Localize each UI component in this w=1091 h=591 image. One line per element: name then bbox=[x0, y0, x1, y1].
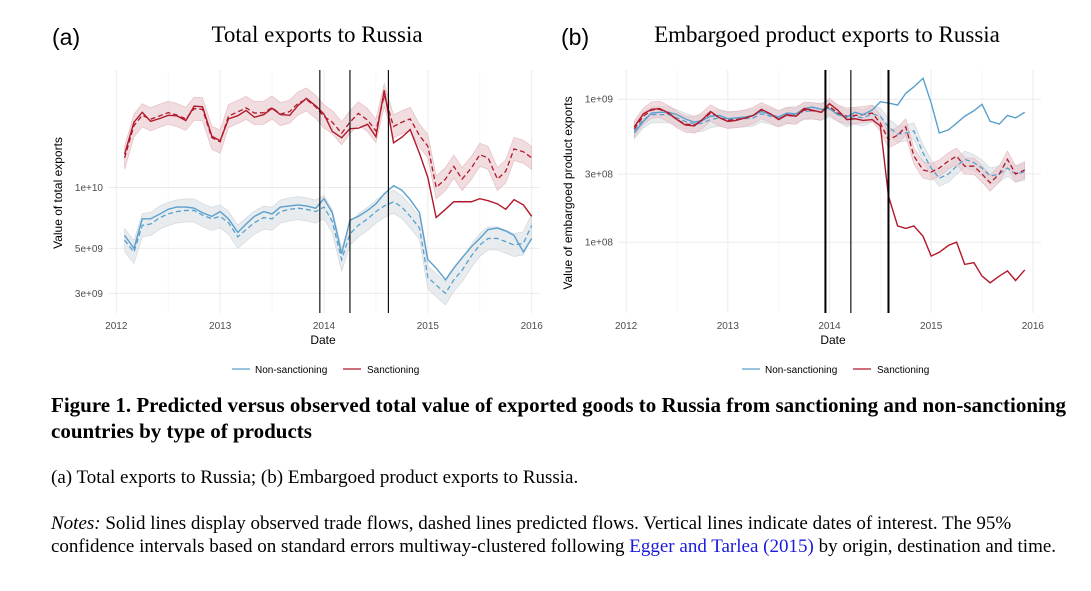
x-tick-label: 2015 bbox=[920, 321, 943, 332]
citation-link[interactable]: Egger and Tarlea (2015) bbox=[629, 536, 814, 557]
observed-line-sanctioning bbox=[633, 102, 1026, 284]
x-tick-label: 2016 bbox=[1022, 321, 1045, 332]
x-tick-label: 2014 bbox=[818, 321, 841, 332]
legend-sanctioning-label: Sanctioning bbox=[877, 365, 929, 376]
y-tick-label: 1e+08 bbox=[585, 238, 614, 249]
legend-sanctioning-label: Sanctioning bbox=[367, 365, 419, 376]
x-tick-label: 2012 bbox=[615, 321, 638, 332]
panel-b-ylabel: Value of embargoed product exports bbox=[561, 96, 575, 289]
panel-b-legend: Non-sanctioning Sanctioning bbox=[742, 365, 929, 376]
notes-label: Notes: bbox=[51, 513, 101, 534]
panel-a-title: Total exports to Russia bbox=[211, 22, 422, 47]
panel-a: (a) Total exports to Russia 2012 2013 2014… bbox=[51, 22, 543, 376]
figure-subcaption: (a) Total exports to Russia; (b) Embargo… bbox=[51, 467, 579, 488]
x-tick-label: 2012 bbox=[105, 321, 128, 332]
panel-b: (b) Embargoed product exports to Russia … bbox=[561, 22, 1044, 376]
legend-non-sanctioning-label: Non-sanctioning bbox=[255, 365, 327, 376]
y-tick-label: 3e+09 bbox=[75, 289, 104, 300]
predicted-line-sanctioning bbox=[633, 105, 1025, 184]
notes-text-end: by origin, destination and time. bbox=[813, 536, 1057, 557]
predicted-line-sanctioning bbox=[123, 92, 533, 189]
legend-non-sanctioning-label: Non-sanctioning bbox=[765, 365, 837, 376]
predicted-line-non-sanctioning bbox=[124, 201, 533, 295]
x-tick-label: 2013 bbox=[717, 321, 740, 332]
panel-b-title: Embargoed product exports to Russia bbox=[654, 22, 1000, 47]
panel-a-xlabel: Date bbox=[310, 333, 336, 347]
x-tick-label: 2015 bbox=[417, 321, 440, 332]
panel-a-letter: (a) bbox=[52, 24, 80, 50]
figure-title: Figure 1. Predicted versus observed tota… bbox=[51, 393, 1067, 443]
x-tick-label: 2014 bbox=[313, 321, 336, 332]
observed-line-sanctioning bbox=[123, 90, 533, 219]
confidence-band-sanctioning bbox=[124, 82, 532, 200]
notes-text: Solid lines display observed trade flows… bbox=[51, 513, 1012, 557]
panel-b-xlabel: Date bbox=[820, 333, 846, 347]
y-tick-label: 1e+09 bbox=[585, 95, 614, 106]
y-tick-label: 1e+10 bbox=[75, 183, 104, 194]
y-tick-label: 5e+09 bbox=[75, 244, 104, 255]
figure-notes: Notes: Solid lines display observed trad… bbox=[51, 512, 1071, 558]
panel-a-ylabel: Value of total exports bbox=[51, 137, 65, 249]
panel-a-plot: 2012 2013 2014 2015 2016 3e+09 5e+09 1e+10 bbox=[75, 70, 543, 332]
panel-a-legend: Non-sanctioning Sanctioning bbox=[232, 365, 419, 376]
x-tick-label: 2013 bbox=[209, 321, 232, 332]
confidence-band-non-sanctioning bbox=[124, 189, 532, 306]
observed-line-non-sanctioning bbox=[124, 184, 533, 281]
panel-b-plot: 2012 2013 2014 2015 2016 1e+08 3e+08 1e+09 bbox=[585, 70, 1045, 332]
y-tick-label: 3e+08 bbox=[585, 169, 614, 180]
panel-b-letter: (b) bbox=[561, 24, 589, 50]
x-tick-label: 2016 bbox=[521, 321, 544, 332]
